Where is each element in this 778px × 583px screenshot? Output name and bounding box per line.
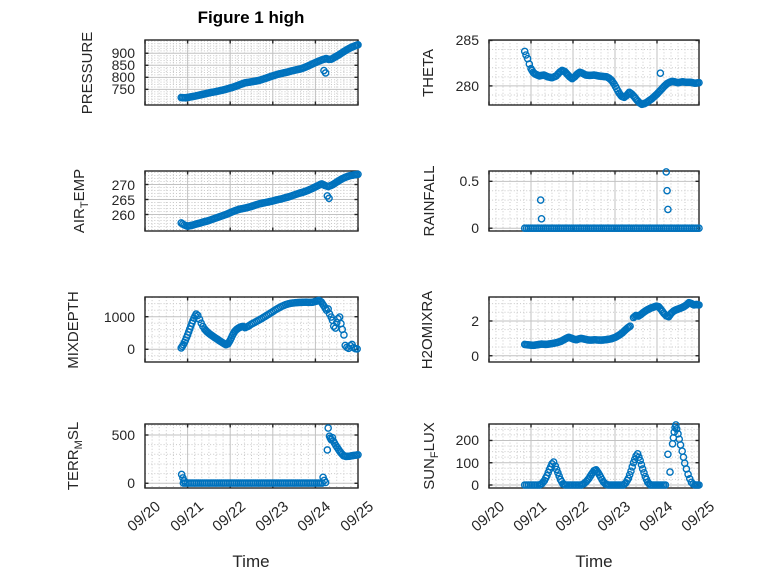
ylabel-rainfall: RAINFALL — [421, 165, 438, 237]
ytick-rainfall-0: 0 — [471, 220, 479, 237]
ytick-mixdepth-1000: 1000 — [103, 308, 135, 325]
ytick-sunflux-200: 200 — [455, 432, 479, 449]
ylabel-terrmsl: TERRMSL — [65, 421, 85, 491]
ytick-theta-280: 280 — [455, 77, 479, 94]
ytick-airtemp-260: 260 — [111, 206, 135, 223]
ytick-terrmsl-500: 500 — [111, 427, 135, 443]
ytick-theta-285: 285 — [455, 32, 479, 49]
ytick-pressure-850: 850 — [111, 57, 135, 74]
subplot-sunflux-plot — [480, 415, 708, 497]
subplot-terrmsl-plot — [136, 415, 367, 497]
figure-title: Figure 1 high — [197, 8, 305, 27]
subplot-pressure-plot — [136, 31, 367, 114]
subplot-airtemp-plot — [136, 162, 367, 240]
ytick-terrmsl-0: 0 — [127, 475, 135, 492]
subplot-h2omixra-plot — [480, 288, 708, 371]
ytick-pressure-900: 900 — [111, 45, 135, 62]
ytick-sunflux-100: 100 — [455, 454, 479, 471]
ytick-pressure-800: 800 — [111, 69, 135, 86]
ytick-mixdepth-0: 0 — [127, 341, 135, 358]
ylabel-airtemp: AIRTEMP — [71, 168, 91, 234]
ylabel-sunflux: SUNFLUX — [421, 422, 441, 490]
ytick-h2omixra-0: 0 — [471, 347, 479, 364]
x-axis-label-right: Time — [575, 552, 613, 571]
ytick-pressure-750: 750 — [111, 81, 135, 98]
ytick-sunflux-0: 0 — [471, 476, 479, 493]
ytick-airtemp-265: 265 — [111, 191, 135, 208]
ytick-h2omixra-2: 2 — [471, 312, 479, 329]
subplot-mixdepth-plot — [136, 288, 367, 371]
ytick-airtemp-270: 270 — [111, 176, 135, 193]
ytick-rainfall-0.5: 0.5 — [459, 173, 479, 190]
subplot-theta-plot — [480, 31, 708, 114]
subplot-rainfall-plot — [480, 162, 708, 240]
x-axis-label-left: Time — [232, 552, 270, 571]
